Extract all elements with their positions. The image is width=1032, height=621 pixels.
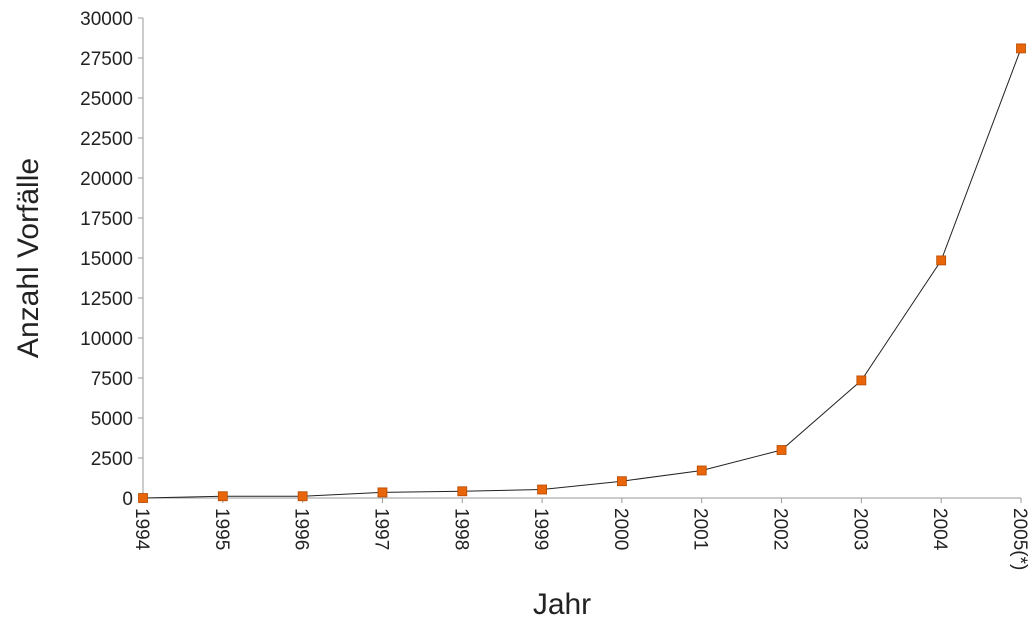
y-tick-label: 17500 bbox=[80, 209, 133, 230]
y-axis-ticks: 0 2500 5000 7500 10000 12500 15000 17500 20000 22… bbox=[80, 9, 143, 510]
x-axis-ticks: 1994 1995 1996 1997 1998 1999 2000 2001 2002 2003… bbox=[131, 498, 1030, 570]
data-point-marker bbox=[696, 465, 707, 476]
data-point-marker bbox=[936, 255, 947, 266]
y-tick-label: 22500 bbox=[80, 129, 133, 150]
x-tick-label: 1997 bbox=[370, 508, 391, 550]
data-point-marker bbox=[138, 493, 148, 503]
x-tick-label: 1999 bbox=[530, 508, 551, 550]
x-tick-label: 2005(*) bbox=[1009, 508, 1030, 570]
y-tick-label: 15000 bbox=[80, 249, 133, 270]
y-axis-title: Anzahl Vorfälle bbox=[12, 158, 45, 358]
data-point-marker bbox=[377, 487, 388, 498]
x-tick-label: 2004 bbox=[929, 508, 950, 551]
data-point-marker bbox=[297, 491, 308, 502]
x-axis-title: Jahr bbox=[533, 588, 591, 621]
x-tick-label: 1996 bbox=[291, 508, 312, 550]
data-point-marker bbox=[776, 445, 787, 455]
x-tick-label: 2003 bbox=[849, 508, 870, 550]
series-line bbox=[142, 48, 1022, 499]
data-point-marker bbox=[457, 486, 468, 497]
y-tick-label: 25000 bbox=[80, 89, 133, 110]
data-point-marker bbox=[617, 476, 627, 487]
y-tick-label: 5000 bbox=[91, 409, 133, 430]
y-tick-label: 20000 bbox=[80, 169, 133, 190]
y-tick-label: 30000 bbox=[80, 9, 133, 30]
x-tick-label: 1994 bbox=[131, 508, 152, 551]
y-tick-label: 0 bbox=[122, 489, 133, 510]
data-point-marker bbox=[1016, 43, 1026, 54]
x-tick-label: 1995 bbox=[211, 508, 232, 550]
data-markers bbox=[138, 43, 1026, 503]
x-tick-label: 2001 bbox=[690, 508, 711, 550]
data-point-marker bbox=[217, 491, 228, 502]
y-tick-label: 7500 bbox=[91, 369, 133, 390]
x-tick-label: 2000 bbox=[610, 508, 631, 550]
y-tick-label: 2500 bbox=[91, 449, 133, 470]
x-tick-label: 1998 bbox=[450, 508, 471, 550]
x-tick-label: 2002 bbox=[770, 508, 791, 550]
y-tick-label: 27500 bbox=[80, 49, 133, 70]
data-point-marker bbox=[856, 375, 867, 386]
y-tick-label: 10000 bbox=[80, 329, 133, 350]
data-point-marker bbox=[537, 484, 547, 495]
y-tick-label: 12500 bbox=[80, 289, 133, 310]
